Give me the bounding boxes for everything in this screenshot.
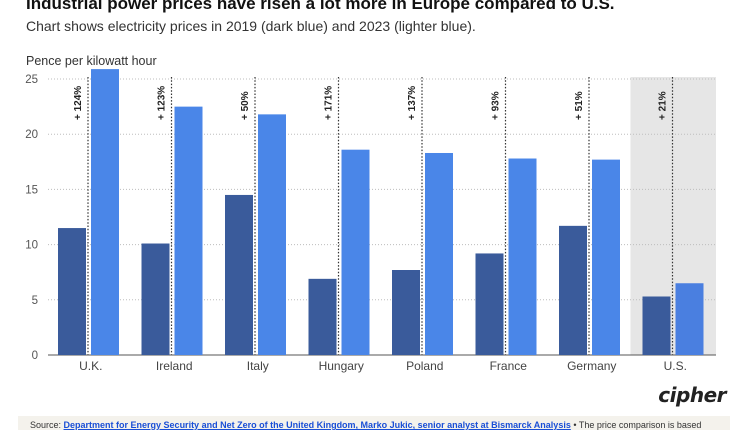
pct-change-label: + 124% bbox=[73, 86, 84, 120]
source-link[interactable]: Department for Energy Security and Net Z… bbox=[63, 420, 571, 430]
x-category-label: Italy bbox=[247, 359, 269, 373]
x-category-label: U.S. bbox=[664, 359, 687, 373]
pct-change-label: + 93% bbox=[491, 91, 502, 120]
bar-2023 bbox=[341, 149, 370, 355]
bar-2019 bbox=[58, 228, 86, 355]
y-axis-label: Pence per kilowatt hour bbox=[26, 54, 157, 68]
bar-2023 bbox=[174, 106, 203, 355]
pct-change-label: + 137% bbox=[407, 86, 418, 120]
y-tick-label: 10 bbox=[25, 240, 38, 252]
pct-change-label: + 51% bbox=[574, 91, 585, 120]
y-tick-label: 20 bbox=[25, 129, 38, 141]
source-suffix: • The price comparison is based bbox=[570, 420, 702, 430]
y-tick-label: 5 bbox=[32, 295, 38, 307]
pct-change-label: + 123% bbox=[157, 86, 168, 120]
chart-subtitle: Chart shows electricity prices in 2019 (… bbox=[26, 18, 476, 34]
bar-2023 bbox=[425, 152, 453, 355]
source-prefix: Source: bbox=[30, 420, 64, 430]
y-tick-label: 0 bbox=[32, 350, 38, 362]
y-tick-label: 15 bbox=[25, 184, 38, 196]
bar-2019 bbox=[475, 253, 504, 355]
x-category-label: Germany bbox=[567, 359, 616, 373]
x-category-label: Ireland bbox=[156, 359, 193, 373]
bar-2019 bbox=[225, 194, 253, 355]
bar-2023 bbox=[91, 69, 119, 355]
cipher-logo: cipher bbox=[658, 383, 726, 407]
bar-2023 bbox=[258, 114, 286, 355]
x-category-label: U.K. bbox=[79, 359, 102, 373]
pct-change-label: + 171% bbox=[324, 86, 335, 120]
bar-2019 bbox=[392, 270, 420, 355]
pct-change-label: + 21% bbox=[658, 91, 669, 120]
chart-title: Industrial power prices have risen a lot… bbox=[26, 0, 615, 13]
x-category-label: Poland bbox=[406, 359, 443, 373]
bar-2019 bbox=[141, 243, 170, 355]
bar-2019 bbox=[559, 225, 587, 355]
bar-2019 bbox=[308, 278, 337, 355]
x-category-label: France bbox=[490, 359, 528, 373]
bar-2023 bbox=[508, 158, 537, 355]
x-category-label: Hungary bbox=[319, 359, 364, 373]
footer-band bbox=[18, 416, 730, 430]
bar-2023 bbox=[675, 283, 704, 355]
bar-2023 bbox=[592, 159, 620, 355]
bar-2019 bbox=[642, 296, 671, 355]
y-tick-label: 25 bbox=[25, 74, 38, 86]
source-note: Source: Department for Energy Security a… bbox=[30, 420, 701, 430]
pct-change-label: + 50% bbox=[240, 91, 251, 120]
